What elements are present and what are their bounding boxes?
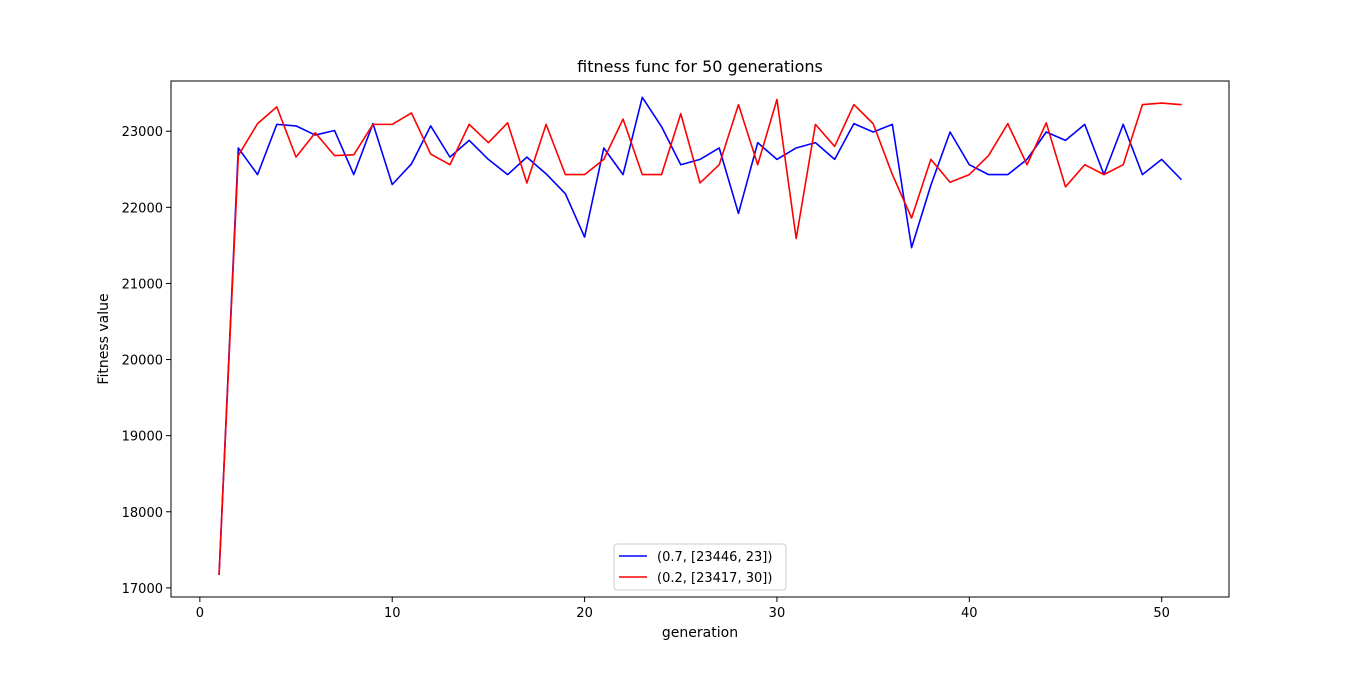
y-tick-label: 19000: [122, 430, 163, 445]
x-axis-label: generation: [662, 625, 738, 641]
x-tick-label: 0: [196, 606, 204, 621]
x-tick-label: 20: [576, 606, 593, 621]
y-tick-label: 17000: [122, 582, 163, 597]
y-tick-label: 18000: [122, 506, 163, 521]
x-tick-label: 30: [769, 606, 786, 621]
legend-label-2: (0.2, [23417, 30]): [657, 571, 772, 586]
legend-box: [613, 543, 787, 591]
y-tick-label: 21000: [122, 277, 163, 292]
x-tick-label: 10: [384, 606, 401, 621]
plot-area: 0 10 20 30 40 50 17000 18000 19000 20000 21000 2200…: [122, 80, 1230, 621]
y-tick-label: 23000: [122, 125, 163, 140]
chart-title: fitness func for 50 generations: [577, 57, 823, 76]
y-tick-label: 20000: [122, 354, 163, 369]
series-line-2: [218, 98, 1182, 576]
x-tick-label: 40: [961, 606, 978, 621]
y-axis-label: Fitness value: [96, 293, 112, 384]
legend: (0.7, [23446, 23]) (0.2, [23417, 30]): [613, 543, 787, 591]
y-tick-label: 22000: [122, 201, 163, 216]
series-line-1: [218, 96, 1183, 576]
legend-label-1: (0.7, [23446, 23]): [657, 550, 772, 565]
x-tick-label: 50: [1153, 606, 1170, 621]
axes-frame: [170, 80, 1230, 598]
